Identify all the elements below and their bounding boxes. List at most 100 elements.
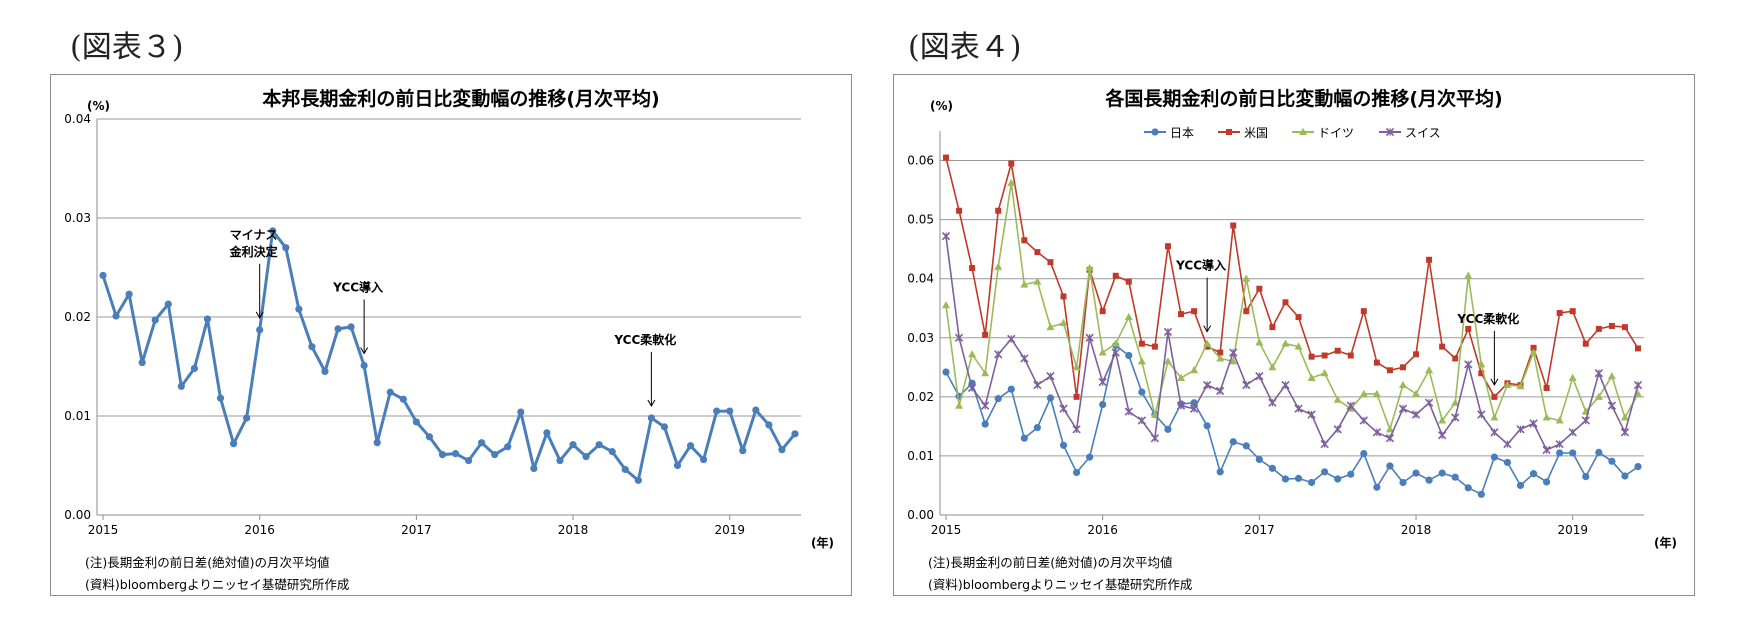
legend-label-3: スイス [1405, 126, 1441, 140]
data-point-1-9 [1060, 293, 1067, 300]
data-point-3-20 [1202, 380, 1212, 390]
data-point-3-0 [941, 231, 951, 241]
data-point-1-21 [1217, 349, 1224, 356]
data-point-0-48 [1569, 449, 1577, 457]
data-point-0-24 [1255, 455, 1263, 464]
data-point-1-16 [1151, 343, 1158, 350]
data-point-0-40 [621, 465, 629, 474]
data-point-2-24 [1255, 338, 1264, 346]
data-point-0-30 [1334, 475, 1342, 483]
data-point-1-15 [1138, 340, 1145, 347]
data-point-0-53 [1634, 462, 1642, 471]
data-point-2-11 [1085, 263, 1094, 272]
data-point-0-25 [425, 433, 434, 441]
data-point-1-46 [1543, 384, 1550, 391]
data-point-2-2 [968, 350, 977, 358]
data-point-1-30 [1334, 347, 1341, 354]
data-point-2-1 [955, 401, 964, 409]
data-point-3-16 [1150, 434, 1160, 443]
data-point-0-5 [1007, 385, 1015, 393]
data-point-3-26 [1281, 380, 1290, 390]
data-point-1-34 [1386, 367, 1393, 374]
x-tick-label: 2016 [1087, 523, 1118, 537]
data-point-0-49 [1582, 473, 1590, 481]
x-tick-label: 2017 [401, 523, 432, 537]
data-point-3-29 [1320, 439, 1329, 449]
data-point-0-38 [1438, 469, 1446, 477]
data-point-0-38 [595, 441, 603, 449]
y-tick-label: 0.04 [907, 272, 934, 286]
data-point-0-53 [791, 430, 799, 438]
data-point-0-13 [269, 227, 277, 235]
data-point-0-34 [1386, 462, 1394, 470]
data-point-2-14 [1124, 312, 1133, 321]
data-point-2-3 [981, 369, 990, 377]
data-point-0-39 [608, 448, 616, 456]
data-point-3-45 [1529, 419, 1538, 428]
data-point-0-20 [360, 361, 368, 370]
data-point-0-8 [203, 315, 212, 323]
figure-3-label: (図表３) [70, 30, 184, 65]
data-point-1-42 [1491, 393, 1498, 400]
data-point-0-49 [739, 447, 747, 455]
data-point-2-50 [1594, 392, 1603, 400]
data-point-2-5 [1007, 178, 1016, 186]
data-point-0-0 [942, 368, 950, 376]
data-point-0-47 [1556, 449, 1564, 457]
data-point-0-41 [1477, 490, 1485, 498]
data-point-3-8 [1046, 372, 1055, 381]
data-point-2-38 [1438, 416, 1447, 424]
annotation-arrowhead [647, 399, 656, 407]
data-point-2-36 [1412, 389, 1421, 397]
data-point-0-8 [1046, 394, 1055, 402]
data-point-0-6 [177, 382, 185, 390]
data-point-3-47 [1555, 439, 1564, 449]
data-point-0-21 [1216, 468, 1224, 476]
data-point-0-39 [1451, 473, 1459, 481]
data-point-2-13 [1111, 339, 1120, 347]
data-point-0-20 [1203, 422, 1211, 430]
data-point-2-15 [1137, 357, 1146, 365]
data-point-1-41 [1478, 370, 1485, 377]
data-point-0-18 [334, 325, 342, 333]
data-point-0-43 [1503, 458, 1512, 467]
data-point-0-52 [1621, 472, 1629, 480]
data-point-0-34 [543, 429, 551, 437]
data-point-3-36 [1411, 410, 1421, 419]
data-point-0-9 [216, 394, 225, 402]
data-point-2-27 [1294, 342, 1303, 350]
data-point-0-40 [1464, 484, 1472, 492]
data-point-3-52 [1620, 428, 1630, 437]
data-point-2-7 [1033, 277, 1042, 285]
data-point-0-3 [981, 420, 989, 428]
data-point-0-7 [190, 364, 198, 373]
data-point-0-42 [1490, 453, 1498, 461]
data-point-0-36 [569, 441, 577, 449]
data-point-0-50 [1595, 448, 1603, 456]
y-tick-label: 0.01 [907, 449, 934, 463]
data-point-3-34 [1385, 434, 1395, 443]
data-point-0-1 [112, 312, 120, 320]
data-point-0-14 [1125, 351, 1133, 360]
data-point-0-11 [1086, 453, 1094, 461]
data-point-3-14 [1124, 407, 1133, 416]
data-point-3-50 [1594, 369, 1603, 378]
data-point-0-37 [582, 452, 590, 461]
data-point-3-43 [1503, 439, 1512, 449]
data-point-2-8 [1046, 322, 1055, 331]
data-point-2-17 [1163, 357, 1172, 365]
data-point-0-28 [1307, 478, 1316, 487]
data-point-2-18 [1177, 373, 1186, 381]
data-point-3-39 [1451, 413, 1460, 422]
data-point-2-37 [1425, 366, 1434, 374]
data-point-0-7 [1033, 423, 1041, 432]
data-point-1-36 [1413, 351, 1420, 358]
data-point-1-17 [1164, 243, 1171, 250]
chart-title: 本邦長期金利の前日比変動幅の推移(月次平均) [262, 87, 659, 110]
data-point-2-4 [994, 262, 1003, 270]
x-tick-label: 2015 [931, 523, 962, 537]
data-point-0-45 [686, 442, 695, 450]
data-point-1-45 [1530, 344, 1537, 351]
data-point-3-49 [1581, 416, 1590, 425]
data-point-0-24 [412, 418, 420, 426]
